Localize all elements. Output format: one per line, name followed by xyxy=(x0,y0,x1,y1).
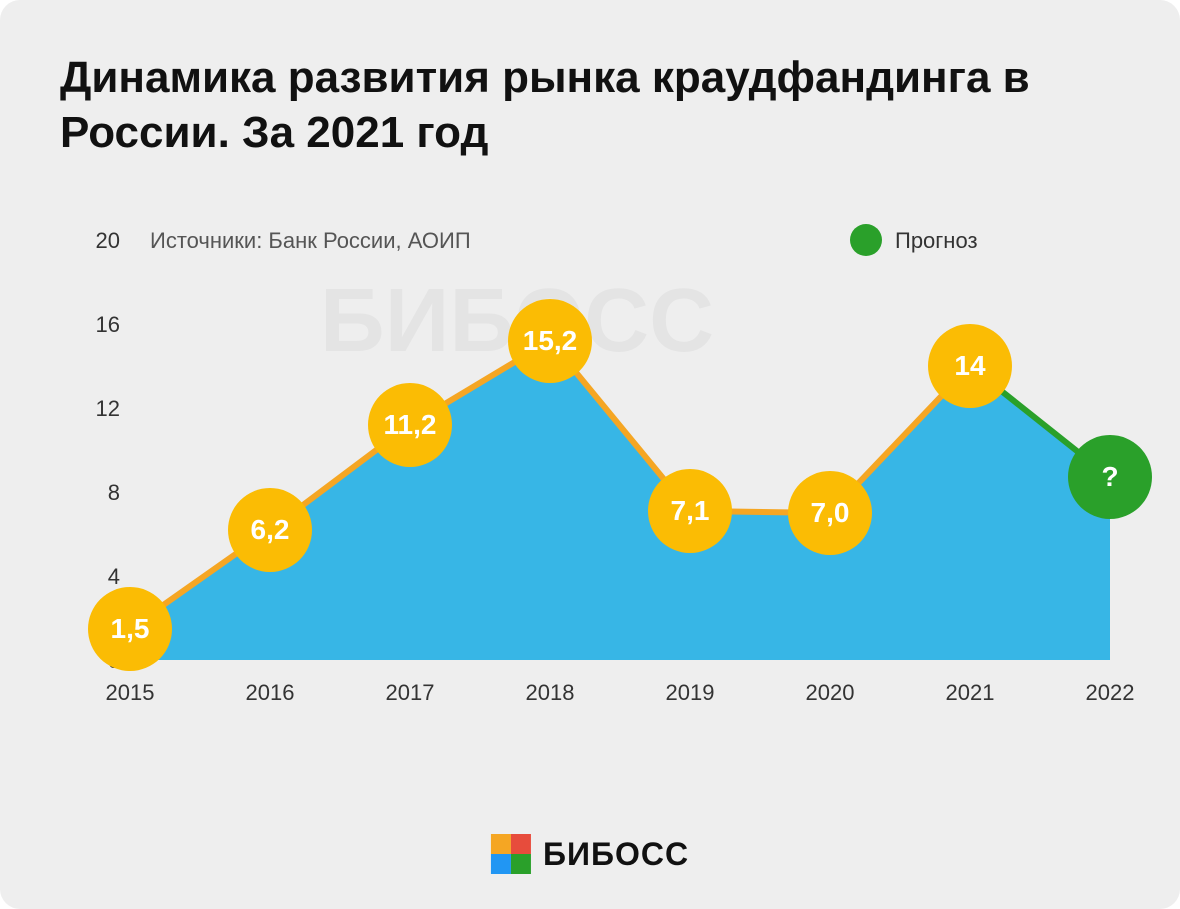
y-tick-label: 20 xyxy=(80,228,120,254)
x-tick-label: 2022 xyxy=(1086,680,1135,706)
data-marker: 15,2 xyxy=(508,299,592,383)
chart-area: БИБОСС 048121620201520162017201820192020… xyxy=(60,200,1120,720)
y-tick-label: 16 xyxy=(80,312,120,338)
brand-name: БИБОСС xyxy=(543,836,689,873)
area-line-chart xyxy=(60,200,1120,720)
legend-marker-forecast xyxy=(850,224,882,256)
y-tick-label: 8 xyxy=(80,480,120,506)
brand-logo-icon xyxy=(491,834,531,874)
chart-title: Динамика развития рынка краудфандинга в … xyxy=(60,50,1120,160)
x-tick-label: 2015 xyxy=(106,680,155,706)
data-marker: 7,0 xyxy=(788,471,872,555)
x-tick-label: 2020 xyxy=(806,680,855,706)
brand-footer: БИБОСС xyxy=(491,834,689,874)
chart-card: Динамика развития рынка краудфандинга в … xyxy=(0,0,1180,909)
x-tick-label: 2016 xyxy=(246,680,295,706)
source-label: Источники: Банк России, АОИП xyxy=(150,228,471,254)
data-marker: 1,5 xyxy=(88,587,172,671)
x-tick-label: 2021 xyxy=(946,680,995,706)
x-tick-label: 2017 xyxy=(386,680,435,706)
data-marker: 11,2 xyxy=(368,383,452,467)
data-marker: 6,2 xyxy=(228,488,312,572)
x-tick-label: 2019 xyxy=(666,680,715,706)
forecast-marker: ? xyxy=(1068,435,1152,519)
data-marker: 7,1 xyxy=(648,469,732,553)
x-tick-label: 2018 xyxy=(526,680,575,706)
y-tick-label: 4 xyxy=(80,564,120,590)
y-tick-label: 12 xyxy=(80,396,120,422)
data-marker: 14 xyxy=(928,324,1012,408)
legend-label-forecast: Прогноз xyxy=(895,228,978,254)
